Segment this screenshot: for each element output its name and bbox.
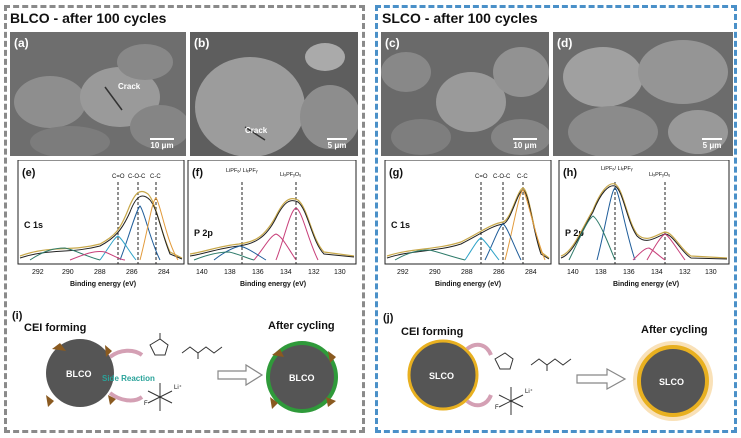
sem-image-c: (c) 10 μm xyxy=(381,32,549,156)
schematic-j: (j) CEI forming After cycling SLCO Li⁺ F… xyxy=(383,312,713,421)
xps-plot-e: (e) C 1s C=O C-O-C C-C 292 290 288 286 2… xyxy=(17,160,185,288)
li-ion-label-i: Li⁺ xyxy=(174,384,182,391)
crack-annotation-b: Crack xyxy=(245,126,268,135)
sem-image-a: (a) Crack 10 μm xyxy=(10,32,186,156)
ec-molecule-icon-j xyxy=(494,352,514,370)
spectrum-label-e: C 1s xyxy=(24,220,43,230)
after-cycling-title-i: After cycling xyxy=(268,320,335,332)
tick-h-0: 140 xyxy=(567,269,579,276)
tick-e-3: 286 xyxy=(126,269,138,276)
tick-g-2: 288 xyxy=(461,269,473,276)
tick-g-0: 292 xyxy=(397,269,409,276)
dmc-molecule-icon-j xyxy=(530,358,572,371)
process-arrow-icon-j xyxy=(576,367,627,391)
after-cycling-title-j: After cycling xyxy=(641,324,708,336)
tick-e-4: 284 xyxy=(158,269,170,276)
peak-label-f-lipf6: LiPF₆/ LiₓPFᵧ xyxy=(226,168,258,174)
label-j: (j) xyxy=(383,312,394,324)
peak-label-h-lipf6: LiPF₆/ LiₓPFᵧ xyxy=(601,166,633,172)
particle-blco-label: BLCO xyxy=(66,369,92,379)
dmc-molecule-icon xyxy=(181,346,223,359)
label-g: (g) xyxy=(389,167,403,179)
sem-image-d: (d) 5 μm xyxy=(553,32,733,156)
tick-h-3: 134 xyxy=(651,269,663,276)
label-f: (f) xyxy=(192,167,203,179)
tick-e-2: 288 xyxy=(94,269,106,276)
scale-bar-a: 10 μm xyxy=(144,138,180,150)
peak-label-h-lipfo: LiₓPFᵧOᵤ xyxy=(649,172,670,178)
peak-label-g-coc: C-O-C xyxy=(493,174,511,180)
tick-h-2: 136 xyxy=(623,269,635,276)
fluorine-label-i: F xyxy=(144,401,148,407)
schematic-i: (i) CEI forming After cycling BLCO Side … xyxy=(12,310,338,413)
peak-label-g-cc: C-C xyxy=(517,174,528,180)
crack-annotation-a: Crack xyxy=(118,82,141,91)
particle-slco xyxy=(407,339,479,411)
peak-label-e-cc: C-C xyxy=(150,174,161,180)
peak-label-g-co: C=O xyxy=(475,174,488,180)
li-ion-label-j: Li⁺ xyxy=(525,388,533,395)
slco-panel-frame xyxy=(375,5,737,433)
particle-slco-after xyxy=(637,345,709,417)
ec-molecule-icon xyxy=(149,333,169,356)
xps-plot-g: (g) C 1s C=O C-O-C C-C 292 290 288 286 2… xyxy=(384,160,552,288)
lipf6-salt-icon xyxy=(147,383,173,411)
particle-slco-after-label: SLCO xyxy=(659,377,684,387)
tick-g-3: 286 xyxy=(493,269,505,276)
fluorine-label-j: F xyxy=(495,405,499,411)
particle-blco xyxy=(46,339,114,407)
particle-slco-label: SLCO xyxy=(429,371,454,381)
tick-h-4: 132 xyxy=(679,269,691,276)
tick-g-4: 284 xyxy=(525,269,537,276)
tick-f-3: 134 xyxy=(280,269,292,276)
tick-h-5: 130 xyxy=(705,269,717,276)
label-a: (a) xyxy=(14,36,29,50)
peak-label-e-coc: C-O-C xyxy=(128,174,146,180)
sem-image-b: (b) Crack 5 μm xyxy=(190,32,358,156)
process-arrow-icon xyxy=(217,363,264,387)
peak-label-e-co: C=O xyxy=(112,174,125,180)
tick-f-2: 136 xyxy=(252,269,264,276)
particle-blco-after xyxy=(270,345,334,409)
xps-plot-f: (f) P 2p LiPF₆/ LiₓPFᵧ LiₓPFᵧOᵤ 140 138 … xyxy=(187,160,357,288)
label-e: (e) xyxy=(22,167,36,179)
peak-label-f-lipfo: LiₓPFᵧOᵤ xyxy=(280,172,301,178)
tick-e-0: 292 xyxy=(32,269,44,276)
label-c: (c) xyxy=(385,36,400,50)
label-h: (h) xyxy=(563,167,577,179)
particle-blco-after-label: BLCO xyxy=(289,373,315,383)
blco-title: BLCO - after 100 cycles xyxy=(10,10,167,26)
tick-f-1: 138 xyxy=(224,269,236,276)
tick-e-1: 290 xyxy=(62,269,74,276)
xlabel-h: Binding energy (eV) xyxy=(613,281,679,288)
xlabel-e: Binding energy (eV) xyxy=(70,281,136,288)
label-b: (b) xyxy=(194,36,210,50)
blco-panel-frame xyxy=(4,5,365,433)
scale-bar-d: 5 μm xyxy=(697,138,727,150)
spectrum-label-h: P 2p xyxy=(565,228,584,238)
slco-title: SLCO - after 100 cycles xyxy=(382,10,538,26)
lipf6-salt-icon-j xyxy=(498,387,524,415)
label-i: (i) xyxy=(12,310,23,322)
tick-g-1: 290 xyxy=(429,269,441,276)
tick-f-0: 140 xyxy=(196,269,208,276)
cei-forming-title-j: CEI forming xyxy=(401,326,463,338)
xps-plot-h: (h) P 2p LiPF₆/ LiₓPFᵧ LiₓPFᵧOᵤ 140 138 … xyxy=(558,160,730,288)
tick-f-5: 130 xyxy=(334,269,346,276)
spectrum-label-f: P 2p xyxy=(194,228,213,238)
scale-bar-c: 10 μm xyxy=(507,138,543,150)
spectrum-label-g: C 1s xyxy=(391,220,410,230)
xlabel-f: Binding energy (eV) xyxy=(240,281,306,288)
tick-h-1: 138 xyxy=(595,269,607,276)
scale-bar-b: 5 μm xyxy=(322,138,352,150)
tick-f-4: 132 xyxy=(308,269,320,276)
cei-forming-title-i: CEI forming xyxy=(24,322,86,334)
xlabel-g: Binding energy (eV) xyxy=(435,281,501,288)
side-reaction-label: Side Reaction xyxy=(102,374,155,383)
label-d: (d) xyxy=(557,36,573,50)
